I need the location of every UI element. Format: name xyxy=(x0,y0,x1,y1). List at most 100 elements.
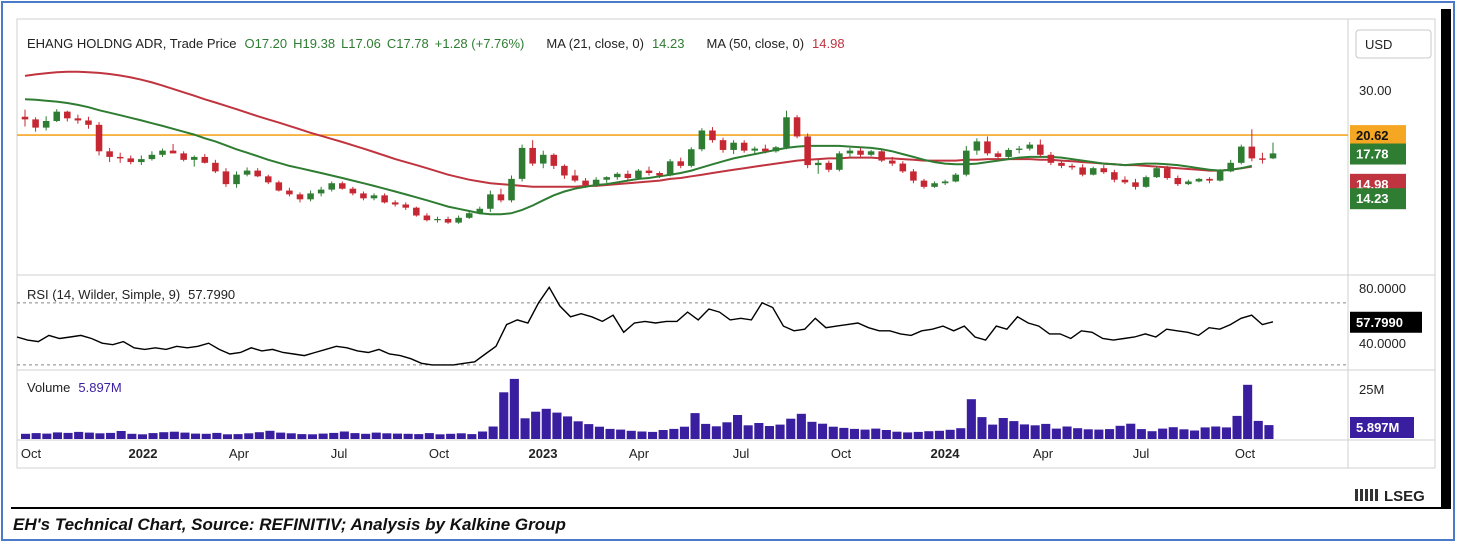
volume-bar xyxy=(594,426,604,439)
volume-bar xyxy=(860,429,870,439)
candle-body xyxy=(1111,172,1118,180)
volume-bar xyxy=(297,434,307,440)
candle-body xyxy=(1227,162,1234,172)
candle xyxy=(1111,169,1118,183)
volume-bar xyxy=(1073,428,1083,439)
candle xyxy=(899,161,907,174)
candle-body xyxy=(709,130,716,141)
volume-legend-value: 5.897M xyxy=(78,380,121,395)
volume-bar xyxy=(637,431,647,439)
volume-bar xyxy=(998,418,1008,439)
rsi-legend-value: 57.7990 xyxy=(188,287,235,302)
candle-body xyxy=(1015,148,1023,150)
candle xyxy=(138,155,145,166)
candle xyxy=(169,143,177,154)
rsi-value-tag: 57.7990 xyxy=(1356,315,1403,330)
candle-body xyxy=(64,111,71,119)
volume-bar xyxy=(169,431,179,439)
candle-body xyxy=(1269,153,1277,159)
candle-body xyxy=(32,119,39,128)
candle-body xyxy=(508,178,515,201)
candle-body xyxy=(21,116,29,120)
x-tick-label: Oct xyxy=(21,446,42,461)
volume-bar xyxy=(403,433,413,439)
volume-bar xyxy=(552,412,562,439)
candle-body xyxy=(867,151,875,155)
candle-body xyxy=(783,117,790,148)
candle xyxy=(814,159,822,174)
volume-bar xyxy=(1126,423,1136,439)
volume-bar xyxy=(499,392,509,439)
volume-bar xyxy=(573,421,583,439)
candle xyxy=(994,151,1002,161)
candle xyxy=(846,147,854,158)
volume-bar xyxy=(254,432,264,439)
candle xyxy=(1206,177,1213,184)
volume-bar xyxy=(871,428,881,439)
candle-body xyxy=(275,182,283,191)
volume-bar xyxy=(478,431,488,439)
candle-body xyxy=(116,156,124,159)
candle xyxy=(508,175,515,203)
candle xyxy=(550,153,558,169)
candle-body xyxy=(635,170,642,179)
candle xyxy=(307,190,314,202)
candle xyxy=(635,168,642,180)
volume-bar xyxy=(106,432,116,439)
candle xyxy=(32,117,39,132)
candle xyxy=(339,181,346,190)
candle-body xyxy=(984,141,991,154)
candle xyxy=(444,216,452,224)
volume-bar xyxy=(1094,429,1104,439)
candle-body xyxy=(212,162,219,172)
candle xyxy=(941,179,949,186)
candle xyxy=(1037,139,1044,157)
candle xyxy=(931,181,938,188)
volume-bar xyxy=(796,413,806,439)
candle-body xyxy=(963,150,970,175)
candle-body xyxy=(772,147,780,152)
price-tag-close: 17.78 xyxy=(1356,147,1389,162)
volume-bar xyxy=(31,433,41,439)
candle xyxy=(74,114,82,124)
candle-body xyxy=(286,190,293,195)
volume-bar xyxy=(679,426,689,439)
volume-bar xyxy=(743,425,753,439)
candle-body xyxy=(222,171,230,185)
candle xyxy=(148,151,156,161)
volume-bar xyxy=(1168,427,1178,439)
x-tick-label: 2024 xyxy=(931,446,961,461)
volume-bar xyxy=(828,426,838,439)
candle xyxy=(21,109,29,127)
volume-bar xyxy=(1232,415,1242,439)
candle xyxy=(952,173,959,183)
candle xyxy=(402,202,410,210)
volume-bar xyxy=(52,432,62,439)
candle-body xyxy=(1037,144,1044,155)
candle xyxy=(666,159,674,177)
price-tag-ma50: 14.98 xyxy=(1356,177,1389,192)
candle-body xyxy=(1142,177,1150,187)
candle-body xyxy=(920,180,928,187)
price-tag-close-bg xyxy=(1350,143,1406,165)
candle xyxy=(603,176,610,184)
candle xyxy=(1089,166,1097,176)
candle xyxy=(455,215,462,224)
volume-bar xyxy=(84,432,94,439)
candle xyxy=(624,170,632,181)
candle xyxy=(1174,175,1182,186)
volume-bar xyxy=(276,432,286,439)
candle-body xyxy=(339,183,346,189)
candle xyxy=(116,152,124,163)
x-tick-label: Oct xyxy=(831,446,852,461)
candle-body xyxy=(317,189,325,194)
candle-body xyxy=(434,218,441,221)
x-tick-label: Oct xyxy=(1235,446,1256,461)
candle xyxy=(1248,129,1256,162)
candle-body xyxy=(487,194,494,209)
candle xyxy=(190,155,198,167)
candle-body xyxy=(740,142,748,151)
volume-bar xyxy=(520,418,530,439)
candle xyxy=(1185,179,1192,186)
candle xyxy=(64,110,71,122)
